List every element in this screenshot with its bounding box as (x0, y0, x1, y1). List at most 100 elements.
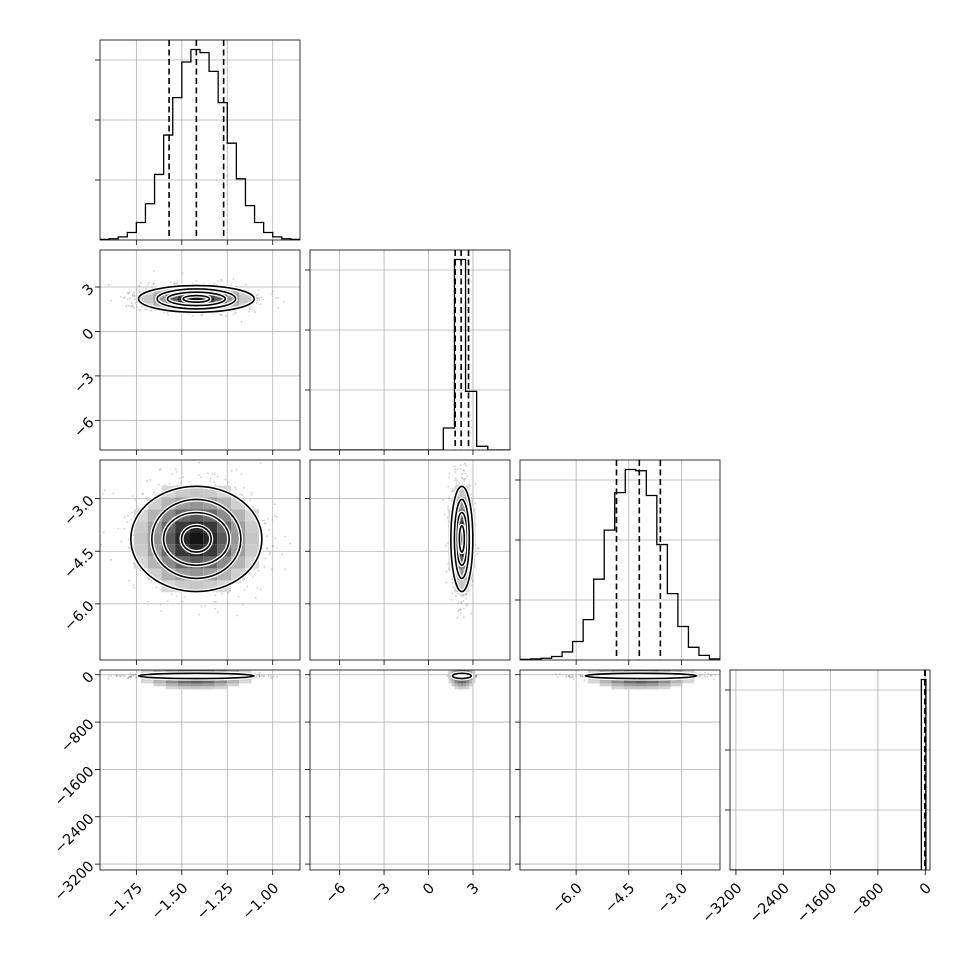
sample-point (244, 284, 247, 286)
density-cell (178, 680, 191, 684)
joint-panel-2-3-frame (519, 669, 721, 871)
xtick-label-p3: −1600 (794, 880, 840, 926)
density-cell (178, 683, 191, 687)
xtick-label-p2: −6.0 (550, 880, 586, 916)
density-cell (190, 662, 202, 665)
xtick-label-p3: 0 (917, 880, 935, 898)
density-cell (454, 662, 457, 665)
joint-panel-2-3 (515, 662, 723, 875)
sample-point (581, 675, 584, 678)
sample-point (265, 547, 268, 550)
sample-point (139, 282, 142, 284)
density-cell (215, 662, 227, 665)
sample-point (133, 298, 136, 301)
sample-point (110, 675, 113, 677)
sample-point (276, 676, 279, 678)
sample-point (145, 287, 148, 290)
sample-point (255, 296, 258, 299)
density-cell (166, 665, 178, 668)
contour-line-3 (450, 485, 474, 593)
density-cell (635, 680, 647, 684)
density-cell (635, 683, 647, 687)
sample-point (142, 492, 144, 495)
sample-point (477, 547, 480, 549)
sample-point (453, 465, 456, 468)
contour-line-3 (451, 672, 473, 680)
density-cell (239, 297, 252, 301)
sample-point (243, 486, 245, 489)
sample-point (476, 547, 479, 550)
density-cell (214, 686, 228, 690)
sample-point (461, 477, 463, 479)
sample-point (276, 546, 278, 549)
density-cell (215, 665, 227, 668)
ytick-label-p1: −6 (71, 415, 97, 441)
sample-point (262, 675, 265, 678)
sample-point (170, 593, 173, 596)
sample-point (152, 282, 155, 285)
sample-point (242, 603, 244, 606)
sample-point (115, 674, 117, 676)
density-cell (231, 497, 245, 510)
sample-point (123, 516, 126, 518)
sample-point (271, 519, 274, 521)
sample-point (133, 306, 135, 309)
sample-point (128, 296, 131, 299)
density-cell (463, 683, 467, 687)
sample-point (452, 586, 454, 589)
density-cell (635, 662, 647, 665)
sample-point (250, 494, 253, 496)
density-cell (217, 556, 232, 569)
sample-point (182, 476, 184, 478)
density-cell (153, 683, 166, 687)
sample-point (146, 480, 148, 482)
sample-point (149, 479, 152, 481)
sample-point (213, 473, 216, 476)
sample-point (119, 675, 122, 677)
hist-panel-3-frame (729, 669, 931, 871)
xtick-label-p1: 3 (465, 880, 483, 898)
sample-point (471, 580, 474, 582)
density-cell (623, 665, 635, 668)
density-cell (457, 665, 460, 668)
sample-point (126, 521, 128, 523)
sample-point (257, 289, 260, 292)
density-cell (623, 662, 635, 665)
sample-point (133, 294, 136, 297)
density-cell (161, 568, 176, 581)
sample-point (145, 308, 148, 311)
sample-point (227, 481, 230, 483)
sample-point (466, 475, 469, 478)
sample-point (259, 588, 262, 591)
sample-point (454, 468, 457, 470)
density-cell (217, 568, 232, 581)
sample-point (133, 295, 136, 298)
density-cell (239, 300, 252, 304)
sample-point (130, 676, 133, 679)
sample-point (460, 601, 463, 604)
density-cell (239, 294, 252, 298)
density-cell (227, 670, 240, 672)
sample-point (456, 592, 459, 595)
sample-point (451, 490, 454, 493)
density-cell (147, 556, 162, 569)
sample-point (225, 315, 227, 317)
sample-point (117, 527, 120, 530)
sample-point (130, 518, 133, 521)
sample-point (147, 281, 150, 284)
sample-point (258, 675, 261, 678)
sample-point (261, 519, 264, 522)
sample-point (224, 478, 227, 481)
sample-point (173, 282, 176, 285)
sample-point (469, 493, 472, 496)
sample-point (127, 677, 130, 680)
sample-point (579, 675, 582, 678)
sample-point (572, 676, 574, 678)
density-cell (670, 670, 683, 672)
sample-point (134, 673, 137, 675)
sample-point (132, 674, 135, 677)
sample-point (721, 675, 723, 677)
sample-point (132, 673, 134, 676)
sample-point (131, 511, 134, 514)
density-cell (227, 665, 239, 668)
